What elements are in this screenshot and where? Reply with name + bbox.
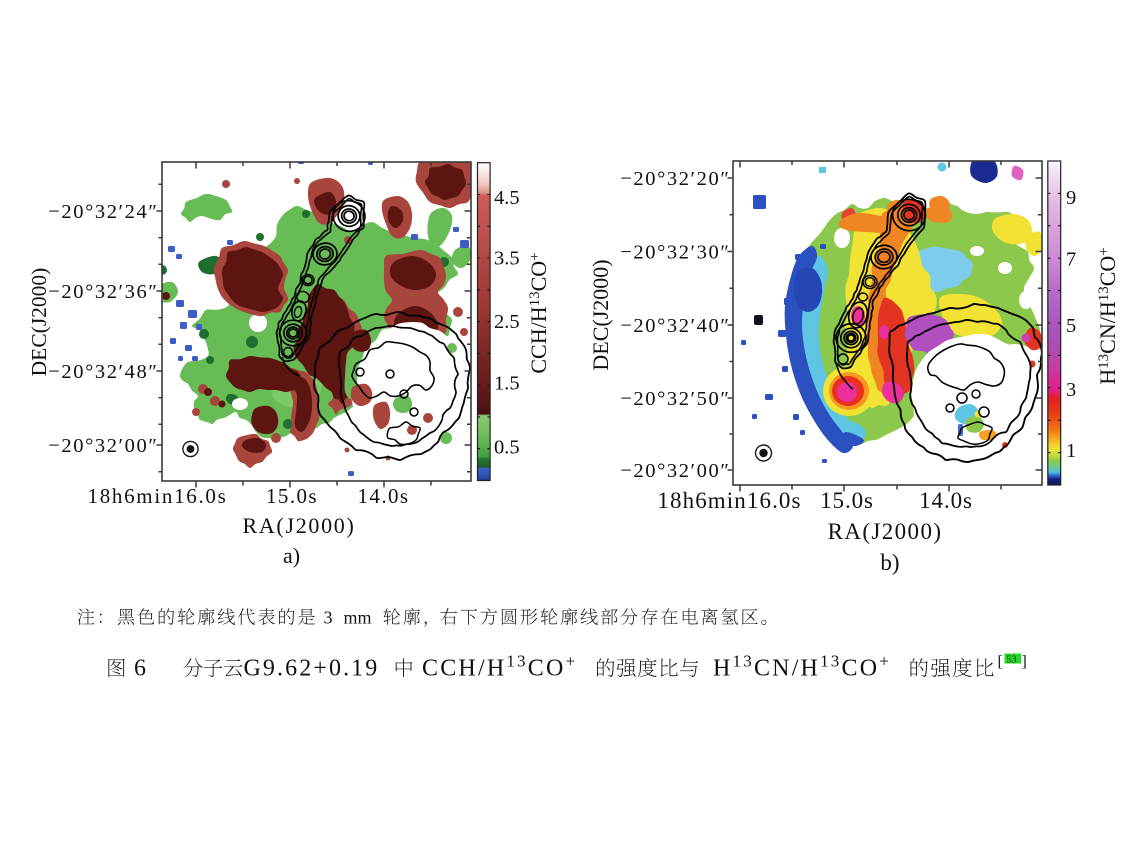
svg-text:−20°32′24″: −20°32′24″: [48, 201, 158, 223]
svg-text:7: 7: [1066, 249, 1076, 271]
svg-text:RA(J2000): RA(J2000): [242, 513, 355, 538]
svg-text:6: 6: [134, 656, 146, 682]
svg-text:0.5: 0.5: [494, 437, 520, 459]
svg-text:4.5: 4.5: [494, 187, 520, 209]
svg-text:−20°32′00″: −20°32′00″: [620, 460, 730, 482]
svg-text:14.0s: 14.0s: [358, 484, 410, 508]
svg-text:15.0s: 15.0s: [820, 488, 874, 513]
svg-text:]: ]: [1022, 654, 1027, 671]
svg-text:−20°32′40″: −20°32′40″: [620, 315, 730, 337]
svg-text:−20°32′48″: −20°32′48″: [48, 361, 158, 383]
svg-text:−20°32′00″: −20°32′00″: [48, 435, 158, 457]
svg-text:14.0s: 14.0s: [919, 488, 973, 513]
svg-text:1.5: 1.5: [494, 373, 520, 395]
svg-text:H13CN/H13CO+: H13CN/H13CO+: [713, 652, 891, 682]
svg-text:CCH/H13CO+: CCH/H13CO+: [526, 252, 551, 373]
svg-text:mm: mm: [344, 608, 372, 628]
svg-text:−20°32′30″: −20°32′30″: [620, 242, 730, 264]
svg-text:9: 9: [1066, 187, 1076, 209]
svg-text:−20°32′50″: −20°32′50″: [620, 388, 730, 410]
svg-text:H13CN/H13CO+: H13CN/H13CO+: [1095, 247, 1120, 384]
svg-text:a): a): [283, 543, 300, 568]
svg-text:5: 5: [1066, 315, 1076, 337]
svg-text:2.5: 2.5: [494, 311, 520, 333]
svg-text:3: 3: [1066, 379, 1076, 401]
svg-text:RA(J2000): RA(J2000): [828, 519, 943, 544]
svg-text:15.0s: 15.0s: [266, 484, 318, 508]
svg-text:18h6min16.0s: 18h6min16.0s: [657, 488, 801, 513]
svg-text:G9.62+0.19: G9.62+0.19: [244, 656, 380, 682]
svg-text:−20°32′36″: −20°32′36″: [48, 281, 158, 303]
svg-text:18h6min16.0s: 18h6min16.0s: [88, 484, 228, 508]
svg-text:CCH/H13CO+: CCH/H13CO+: [422, 652, 577, 682]
svg-text:−20°32′20″: −20°32′20″: [620, 168, 730, 190]
svg-text:b): b): [880, 550, 899, 575]
svg-text:[: [: [998, 654, 1003, 671]
svg-text:53: 53: [1007, 655, 1017, 666]
svg-text:DEC(J2000): DEC(J2000): [588, 259, 613, 370]
svg-text:3: 3: [324, 608, 333, 628]
svg-text:1: 1: [1066, 440, 1076, 462]
svg-text:DEC(J2000): DEC(J2000): [27, 268, 51, 377]
svg-text:3.5: 3.5: [494, 248, 520, 270]
